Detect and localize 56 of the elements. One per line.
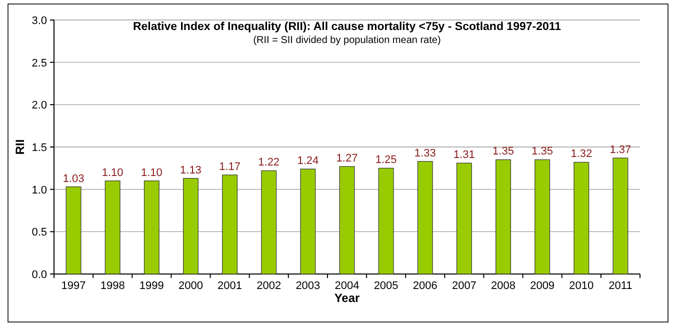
chart-title: Relative Index of Inequality (RII): All cause mortality <75y - Scotland 1997-2011 — [132, 21, 562, 33]
x-tick-label: 2000 — [178, 280, 203, 292]
x-axis-title: Year — [334, 291, 360, 305]
y-tick-label: 2.5 — [32, 57, 47, 70]
data-label: 1.10 — [102, 166, 124, 179]
bar — [300, 168, 316, 274]
data-label: 1.24 — [297, 155, 319, 168]
bar — [222, 174, 238, 274]
y-tick-label: 0.0 — [32, 269, 47, 281]
data-label: 1.10 — [140, 166, 162, 179]
data-label: 1.33 — [414, 147, 436, 160]
bar — [378, 168, 394, 274]
x-tick-label: 2008 — [491, 280, 516, 292]
y-tick-label: 1.5 — [32, 142, 47, 154]
data-label: 1.32 — [570, 148, 592, 160]
data-label: 1.35 — [532, 146, 554, 158]
x-tick-label: 2011 — [608, 280, 632, 292]
bar — [66, 186, 82, 274]
y-axis-title: RII — [13, 139, 27, 155]
x-tick-label: 2003 — [296, 280, 320, 292]
x-tick-label: 2006 — [412, 280, 438, 292]
x-tick-label: 1998 — [100, 280, 125, 292]
x-tick-label: 1999 — [139, 280, 164, 292]
data-label: 1.27 — [336, 152, 358, 164]
data-label: 1.17 — [219, 160, 241, 173]
x-tick-label: 2005 — [374, 280, 398, 292]
data-label: 1.35 — [492, 146, 514, 158]
text: (RII = SII divided by population mean rate) — [253, 35, 441, 46]
bar — [144, 180, 160, 274]
x-tick-label: 2010 — [569, 280, 594, 292]
bar — [104, 180, 120, 274]
x-tick-label: 2002 — [256, 280, 282, 292]
bar — [574, 162, 590, 274]
bar — [534, 159, 550, 274]
y-tick-label: 0.5 — [32, 226, 47, 239]
bar — [612, 158, 628, 274]
data-label: 1.22 — [258, 156, 280, 169]
bar — [183, 178, 198, 274]
x-tick-label: 2009 — [530, 280, 555, 292]
bar — [496, 159, 511, 274]
bar — [456, 162, 472, 274]
bar — [417, 161, 433, 274]
x-tick-label: 2007 — [452, 280, 476, 292]
x-tick-label: 2004 — [334, 280, 360, 292]
bar — [261, 170, 277, 274]
data-label: 1.25 — [375, 154, 397, 166]
y-tick-label: 1.0 — [32, 184, 47, 196]
y-tick-label: 3.0 — [32, 15, 47, 27]
data-label: 1.31 — [453, 149, 475, 162]
y-tick-label: 2.0 — [32, 100, 47, 112]
x-tick-label: 2001 — [218, 280, 242, 292]
bar — [339, 166, 355, 274]
data-label: 1.03 — [62, 172, 84, 185]
x-tick-label: 1997 — [61, 280, 86, 292]
data-label: 1.37 — [610, 144, 632, 156]
data-label: 1.13 — [180, 164, 202, 176]
